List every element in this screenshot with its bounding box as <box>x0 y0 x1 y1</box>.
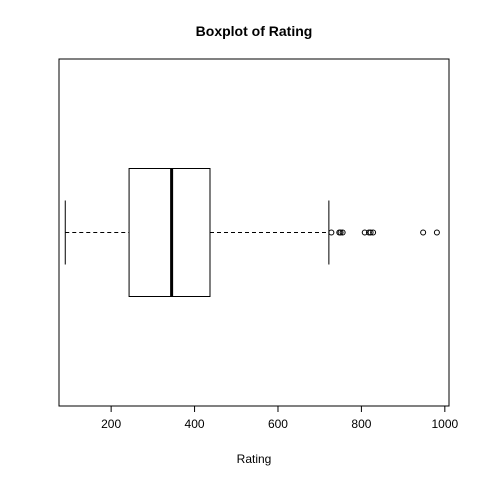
x-axis: 200 400 600 800 1000 <box>101 405 458 431</box>
box-plot <box>64 168 330 297</box>
chart-title: Boxplot of Rating <box>196 23 313 39</box>
outlier-point <box>365 229 372 236</box>
x-tick-label: 400 <box>185 417 205 431</box>
outlier-point <box>328 229 335 236</box>
outlier-point <box>337 229 344 236</box>
iqr-box <box>128 168 211 297</box>
outlier-point <box>433 229 440 236</box>
outlier-point <box>420 229 427 236</box>
x-tick-label: 600 <box>268 417 288 431</box>
outlier-point <box>339 229 346 236</box>
outlier-point <box>370 229 377 236</box>
x-axis-label: Rating <box>237 452 272 466</box>
outlier-point <box>367 229 374 236</box>
x-tick-label: 1000 <box>431 417 458 431</box>
outlier-point <box>361 229 368 236</box>
x-tick-label: 200 <box>101 417 121 431</box>
x-tick-label: 800 <box>351 417 371 431</box>
outliers <box>328 229 440 236</box>
